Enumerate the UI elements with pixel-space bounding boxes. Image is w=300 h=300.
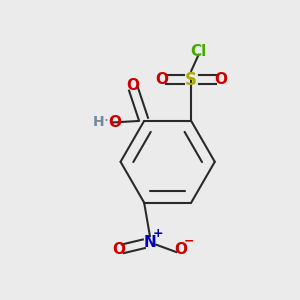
Text: Cl: Cl bbox=[190, 44, 207, 59]
Text: O: O bbox=[108, 115, 121, 130]
Text: O: O bbox=[174, 242, 188, 257]
Text: N: N bbox=[144, 235, 156, 250]
Text: O: O bbox=[155, 72, 168, 87]
Text: −: − bbox=[184, 235, 194, 248]
Text: O: O bbox=[214, 72, 227, 87]
Text: O: O bbox=[112, 242, 126, 257]
Text: +: + bbox=[153, 227, 164, 240]
Text: O: O bbox=[126, 78, 139, 93]
Text: ·: · bbox=[103, 114, 108, 129]
Text: S: S bbox=[185, 71, 197, 89]
Text: H: H bbox=[93, 116, 104, 130]
